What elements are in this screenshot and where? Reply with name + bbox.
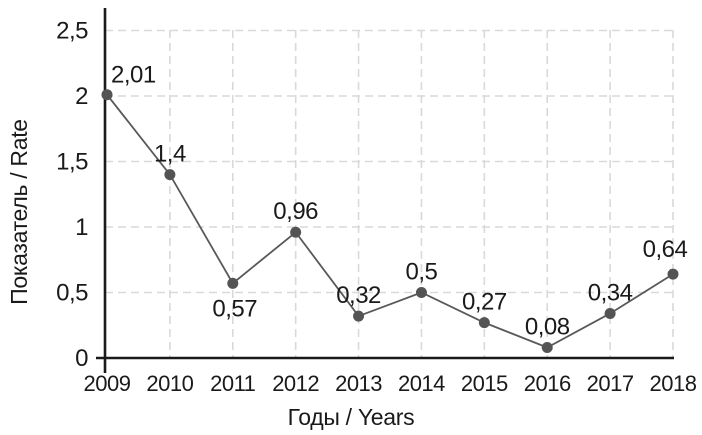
data-point-label: 0,32	[336, 282, 381, 309]
y-tick-label: 1,5	[56, 149, 88, 176]
labels-layer: 0 0,5 1 1,5 2 2,5 2009 2010 2011 2012 2013 2014 2015…	[56, 18, 697, 397]
x-tick-label: 2009	[84, 371, 131, 396]
data-point	[290, 226, 302, 238]
axes-layer	[96, 8, 674, 373]
x-tick-label: 2013	[335, 371, 382, 396]
y-tick-label: 0,5	[56, 280, 88, 307]
data-point	[101, 89, 113, 101]
data-point-label: 1,4	[154, 141, 186, 168]
data-point-label: 0,08	[525, 314, 570, 341]
data-point-label: 0,64	[643, 236, 688, 263]
x-tick-label: 2014	[398, 371, 445, 396]
data-point	[164, 169, 176, 181]
data-point-label: 0,96	[273, 198, 318, 225]
data-point-label: 0,5	[406, 259, 438, 286]
x-tick-label: 2016	[524, 371, 571, 396]
gridlines-layer	[105, 29, 677, 358]
y-tick-label: 1	[75, 214, 88, 241]
data-point	[227, 277, 239, 289]
data-point	[415, 287, 427, 298]
y-tick-label: 0	[75, 345, 88, 372]
x-tick-label: 2010	[146, 371, 193, 396]
data-point-label: 0,27	[462, 289, 507, 316]
data-point-label: 2,01	[111, 62, 156, 89]
x-tick-label: 2011	[210, 371, 256, 396]
data-point	[478, 317, 490, 329]
x-axis-title: Годы / Years	[288, 404, 415, 430]
data-point	[541, 342, 553, 354]
y-tick-label: 2,5	[56, 18, 88, 45]
data-point	[353, 310, 365, 322]
y-tick-label: 2	[75, 83, 88, 110]
data-series-layer	[101, 89, 679, 354]
data-point-label: 0,34	[588, 279, 633, 306]
x-tick-label: 2017	[587, 371, 634, 396]
data-point	[604, 307, 616, 319]
x-tick-label: 2015	[461, 371, 508, 396]
y-axis-title: Показатель / Rate	[6, 119, 32, 305]
data-line	[106, 94, 674, 349]
x-tick-label: 2012	[272, 371, 319, 396]
x-tick-label: 2018	[650, 371, 697, 396]
data-point	[667, 268, 679, 280]
data-point-label: 0,57	[212, 295, 257, 322]
